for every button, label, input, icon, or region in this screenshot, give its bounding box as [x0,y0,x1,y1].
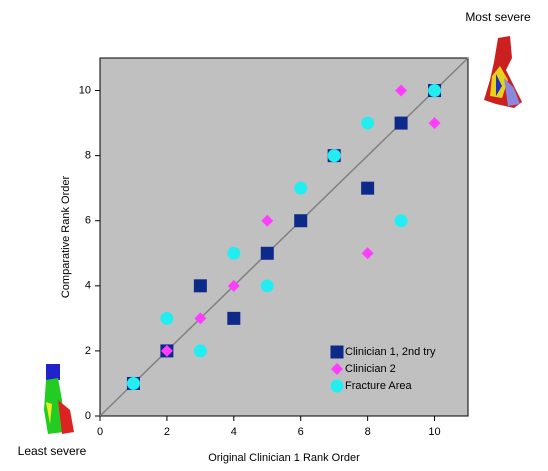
legend-marker [331,363,343,375]
bone-top [484,36,522,108]
point [428,84,442,98]
point [394,214,408,228]
legend-marker [330,379,344,393]
point [361,116,375,130]
point [395,84,408,97]
point [227,279,240,292]
point [294,181,308,195]
point [294,214,308,228]
point [428,117,441,130]
x-tick-label: 10 [428,426,440,438]
y-tick-label: 2 [85,345,91,357]
bone-bottom [44,364,74,434]
point [227,246,241,260]
x-tick-label: 4 [231,426,237,438]
legend-marker [330,345,344,359]
point [193,344,207,358]
caption: Most severe [465,10,531,24]
y-tick-label: 4 [85,280,91,292]
caption: Least severe [18,444,87,458]
legend-label: Fracture Area [345,380,413,392]
point [194,312,207,325]
point [160,344,173,357]
point [361,247,374,260]
x-tick-label: 2 [164,426,170,438]
point [126,376,140,390]
point [160,311,174,325]
y-tick-label: 10 [79,84,91,96]
legend-label: Clinician 1, 2nd try [345,346,436,358]
point [227,311,241,325]
point [261,214,274,227]
point [193,279,207,293]
legend-label: Clinician 2 [345,363,396,375]
point [361,181,375,195]
y-tick-label: 8 [85,150,91,162]
x-tick-label: 0 [97,426,103,438]
y-tick-label: 6 [85,215,91,227]
point [394,116,408,130]
x-tick-label: 6 [298,426,304,438]
x-axis-label: Original Clinician 1 Rank Order [208,452,360,464]
y-axis-label: Comparative Rank Order [60,176,72,299]
point [260,279,274,293]
point [327,149,341,163]
y-tick-label: 0 [85,410,91,422]
point [260,246,274,260]
x-tick-label: 8 [365,426,371,438]
